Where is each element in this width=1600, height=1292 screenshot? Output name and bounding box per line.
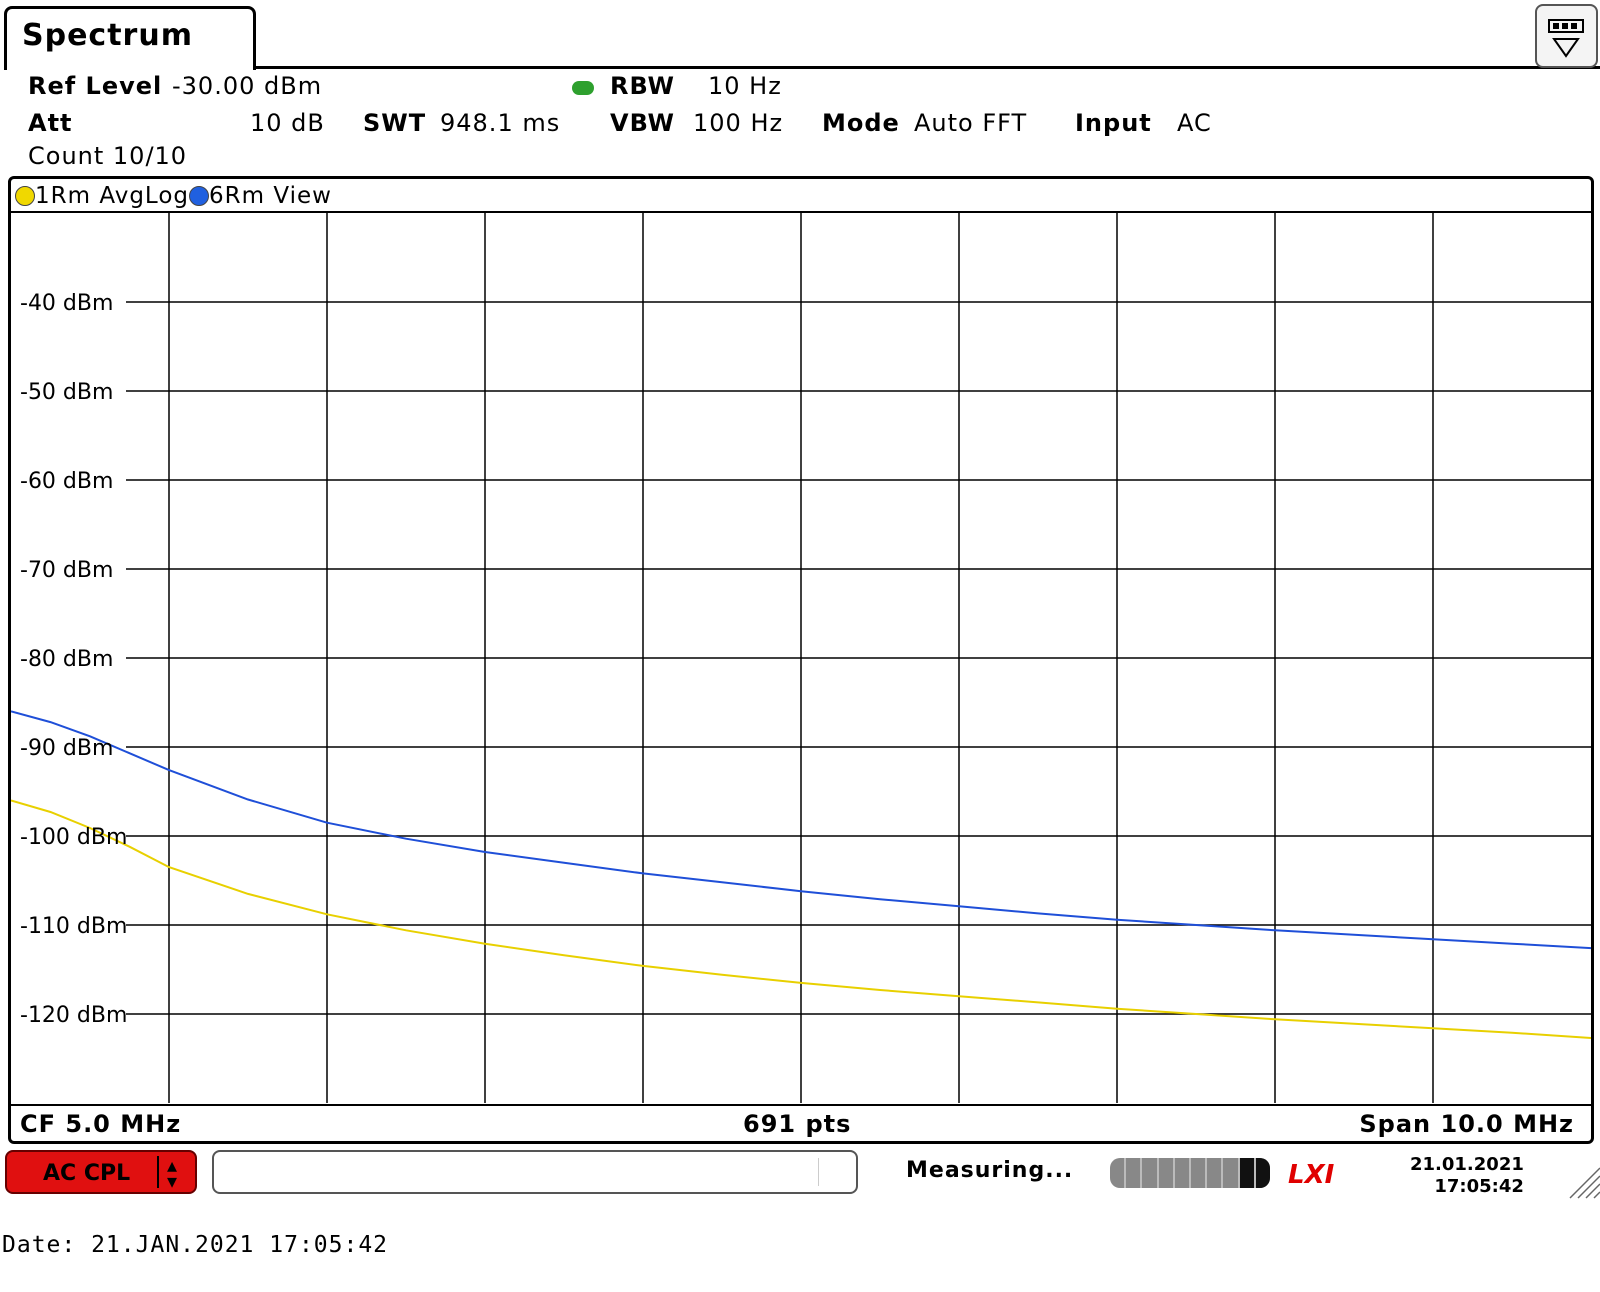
- y-tick-label: -80 dBm: [20, 647, 113, 672]
- rbw-value: 10 Hz: [708, 72, 782, 100]
- up-down-arrows-icon: ▴ ▾: [167, 1153, 178, 1193]
- clock-date: 21.01.2021: [1410, 1154, 1524, 1175]
- input-label: Input: [1075, 109, 1152, 137]
- trace-line-yellow: [11, 799, 1591, 1039]
- sweep-points: 691 pts: [743, 1110, 852, 1138]
- mode-value: Auto FFT: [914, 109, 1028, 137]
- rbw-label: RBW: [610, 72, 675, 100]
- trace-1-label[interactable]: 1Rm AvgLog: [35, 183, 190, 209]
- y-tick-label: -40 dBm: [20, 291, 113, 316]
- tab-title: Spectrum: [22, 18, 193, 53]
- trace-legend: 1Rm AvgLog 6Rm View: [11, 179, 1591, 213]
- clock: 21.01.2021 17:05:42: [1410, 1154, 1524, 1198]
- y-tick-label: -60 dBm: [20, 469, 113, 494]
- ac-cpl-button[interactable]: AC CPL ▴ ▾: [5, 1150, 197, 1194]
- trace-6-label[interactable]: 6Rm View: [209, 183, 332, 209]
- center-frequency: CF 5.0 MHz: [20, 1110, 182, 1138]
- ref-level-label: Ref Level: [28, 72, 163, 100]
- ac-cpl-divider: [157, 1156, 159, 1188]
- y-tick-label: -90 dBm: [20, 736, 113, 761]
- status-led-icon: [572, 81, 594, 95]
- display-config-button[interactable]: [1535, 4, 1598, 68]
- swt-value: 948.1 ms: [440, 109, 561, 137]
- trace-line-blue: [11, 710, 1591, 950]
- y-tick-label: -120 dBm: [20, 1003, 127, 1028]
- y-tick-label: -50 dBm: [20, 380, 113, 405]
- spectrum-chart[interactable]: -40 dBm -50 dBm -60 dBm -70 dBm -80 dBm -90 d…: [11, 213, 1591, 1103]
- y-tick-label: -110 dBm: [20, 914, 127, 939]
- progress-bar: [1110, 1158, 1270, 1188]
- footer-divider: [11, 1104, 1591, 1106]
- y-tick-label: -70 dBm: [20, 558, 113, 583]
- window-toggle-icon: [1548, 19, 1584, 58]
- clock-time: 17:05:42: [1434, 1176, 1524, 1197]
- vbw-label: VBW: [610, 109, 676, 137]
- count-text: Count 10/10: [28, 142, 188, 170]
- diagram-panel: [8, 176, 1594, 1144]
- ac-cpl-label: AC CPL: [43, 1161, 131, 1186]
- swt-label: SWT: [363, 109, 427, 137]
- resize-grip-icon[interactable]: [1566, 1164, 1600, 1200]
- tab-divider: [254, 66, 1600, 69]
- capture-date: Date: 21.JAN.2021 17:05:42: [2, 1232, 389, 1258]
- spectrum-tab[interactable]: [4, 6, 256, 70]
- trace-6-dot-icon: [189, 186, 210, 206]
- input-divider: [818, 1158, 819, 1186]
- span: Span 10.0 MHz: [1359, 1110, 1574, 1138]
- y-tick-label: -100 dBm: [20, 825, 127, 850]
- att-label: Att: [28, 109, 73, 137]
- command-input[interactable]: [212, 1150, 858, 1194]
- trace-1-dot-icon: [15, 186, 35, 206]
- vbw-value: 100 Hz: [693, 109, 784, 137]
- lxi-logo: LXI: [1288, 1160, 1335, 1190]
- input-value: AC: [1177, 109, 1212, 137]
- mode-label: Mode: [822, 109, 900, 137]
- ref-level-value: -30.00 dBm: [172, 72, 323, 100]
- att-value: 10 dB: [250, 109, 325, 137]
- measuring-status: Measuring...: [906, 1158, 1074, 1183]
